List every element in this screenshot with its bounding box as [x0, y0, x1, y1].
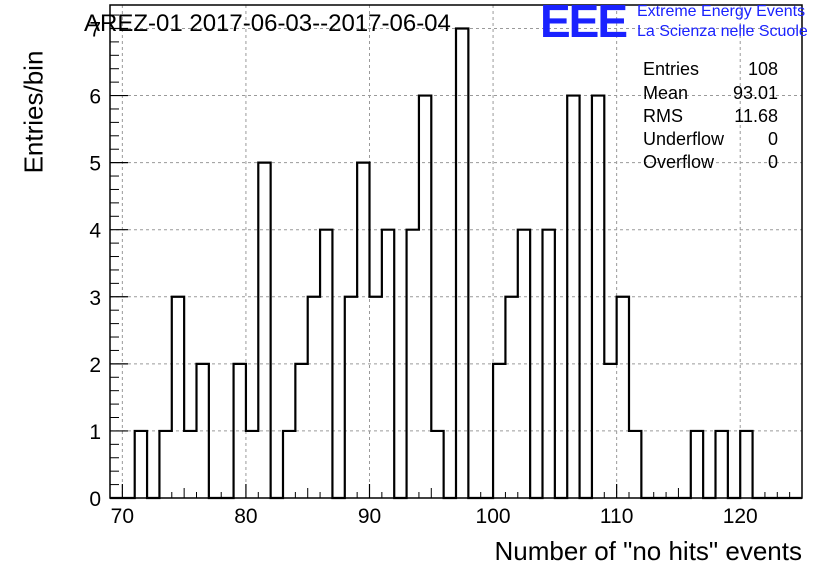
y-axis-ticks: 0 1 2 3 4 5 6 7: [89, 14, 128, 511]
x-axis-label: Number of "no hits" events: [494, 536, 803, 566]
y-tick-label: 6: [89, 86, 101, 109]
stat-value: 0: [767, 129, 778, 149]
stat-value: 0: [767, 152, 778, 172]
y-tick-label: 2: [89, 354, 101, 377]
eee-logo: EEE: [540, 0, 628, 47]
x-tick-label: 110: [600, 505, 633, 528]
x-tick-label: 120: [723, 505, 758, 528]
y-tick-label: 3: [89, 287, 101, 310]
x-axis-ticks: 70 80 90 100 110 120: [109, 484, 803, 528]
stat-value: 11.68: [734, 106, 778, 126]
stat-label: Underflow: [643, 129, 725, 149]
logo-text-line2: La Scienza nelle Scuole: [637, 23, 808, 40]
stat-label: Overflow: [643, 152, 715, 172]
logo-text-line1: Extreme Energy Events: [637, 3, 806, 20]
x-tick-label: 70: [111, 505, 134, 528]
y-tick-label: 7: [89, 18, 101, 41]
y-axis-label: Entries/bin: [18, 50, 49, 174]
y-tick-label: 5: [89, 153, 101, 176]
y-tick-label: 1: [89, 421, 101, 444]
stat-label: RMS: [643, 106, 683, 126]
stat-label: Entries: [643, 59, 700, 79]
stat-value: 108: [747, 59, 778, 79]
y-tick-label: 4: [89, 220, 101, 243]
x-tick-label: 100: [476, 505, 511, 528]
stat-label: Mean: [643, 83, 689, 103]
x-tick-label: 90: [358, 505, 381, 528]
histogram-step-line: [110, 27, 802, 500]
stat-value: 93.01: [732, 83, 778, 103]
x-tick-label: 80: [234, 505, 257, 528]
chart-title: AREZ-01 2017-06-03--2017-06-04: [84, 10, 451, 37]
y-tick-label: 0: [89, 488, 101, 511]
